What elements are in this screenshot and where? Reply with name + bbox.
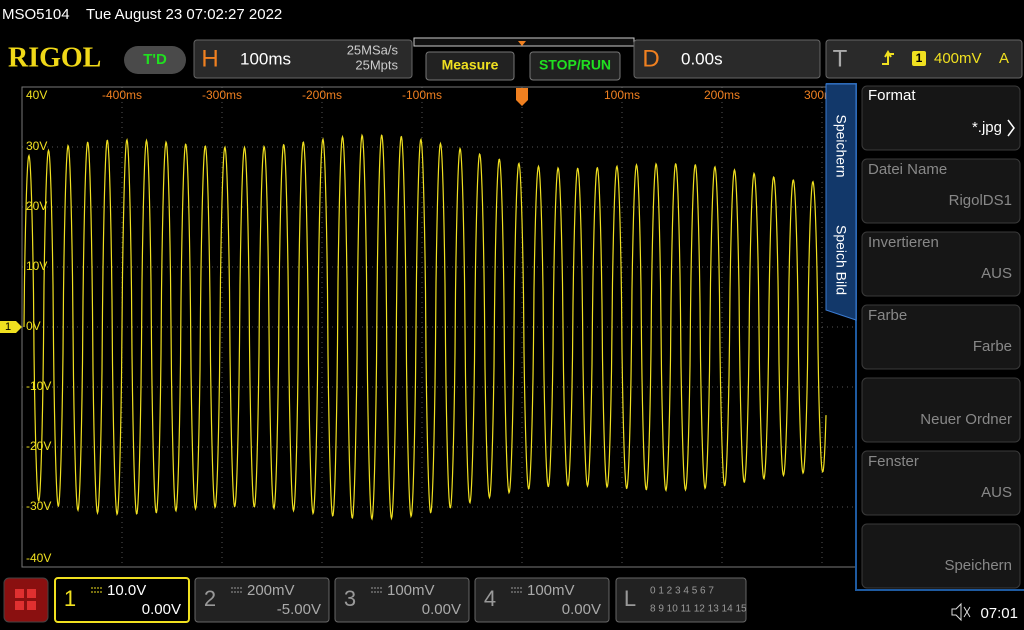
- trigger-level: 400mV: [934, 50, 982, 67]
- stop-run-button[interactable]: [529, 51, 621, 81]
- y-label: 10V: [26, 259, 47, 273]
- trigger-mode: A: [999, 50, 1009, 67]
- menu-tab[interactable]: Speichern: [833, 114, 849, 177]
- menu-value: Neuer Ordner: [920, 411, 1012, 428]
- channel-number: 2: [204, 586, 216, 611]
- dc-coupling-icon: [371, 587, 383, 593]
- menu-label: Fenster: [868, 453, 919, 470]
- y-label: -10V: [26, 379, 51, 393]
- d-label: D: [642, 45, 659, 72]
- memory-depth: 25Mpts: [355, 57, 398, 72]
- logo: RIGOL: [8, 42, 101, 73]
- x-label: 100ms: [604, 88, 640, 102]
- channel-box[interactable]: [194, 577, 330, 623]
- menu-item[interactable]: [861, 85, 1021, 151]
- channel-scale: 200mV: [247, 582, 295, 599]
- logic-row: 0 1 2 3 4 5 6 7: [650, 586, 714, 597]
- datetime: Tue August 23 07:02:27 2022: [86, 6, 282, 23]
- delay: 0.00s: [681, 49, 723, 68]
- h-label: H: [201, 45, 218, 72]
- menu-label: Invertieren: [868, 234, 939, 251]
- x-label: -100ms: [402, 88, 442, 102]
- menu-value: AUS: [981, 484, 1012, 501]
- menu-value: RigolDS1: [949, 192, 1012, 209]
- menu-value: *.jpg: [972, 119, 1002, 136]
- menu-item[interactable]: [861, 304, 1021, 370]
- horizontal-box[interactable]: [193, 39, 413, 79]
- channel-box[interactable]: [474, 577, 610, 623]
- mode-pill: [124, 46, 186, 74]
- measure-button[interactable]: [425, 51, 515, 81]
- channel-offset: -5.00V: [277, 601, 321, 618]
- channel-number: 1: [64, 586, 76, 611]
- trigger-source: 1: [916, 51, 923, 65]
- menu-item[interactable]: [861, 450, 1021, 516]
- timebase: 100ms: [240, 49, 291, 68]
- channel-marker-shape: [0, 321, 22, 333]
- menu-tabs: [825, 83, 857, 321]
- trigger-source-badge: [912, 51, 926, 66]
- dc-coupling-icon: [511, 587, 523, 593]
- channel-scale: 100mV: [527, 582, 575, 599]
- channel-offset: 0.00V: [562, 601, 601, 618]
- icon-square: [15, 601, 24, 610]
- trigger-edge-icon: [882, 50, 894, 65]
- x-label: -300ms: [202, 88, 242, 102]
- menu-tab[interactable]: Speich Bild: [833, 225, 849, 295]
- logic-box[interactable]: [615, 577, 747, 623]
- channel-marker: 1: [5, 321, 11, 333]
- home-button[interactable]: [3, 577, 49, 623]
- y-label: 30V: [26, 139, 47, 153]
- y-label: -40V: [26, 551, 51, 565]
- measure: Measure: [442, 57, 499, 73]
- channel-offset: 0.00V: [142, 601, 181, 618]
- x-label: -400ms: [102, 88, 142, 102]
- x-label: -200ms: [302, 88, 342, 102]
- menu-label: Datei Name: [868, 161, 947, 178]
- t-label: T: [833, 45, 848, 72]
- y-label: 40V: [26, 88, 47, 102]
- logic-row: 8 9 10 11 12 13 14 15: [650, 604, 747, 615]
- sample-rate: 25MSa/s: [347, 42, 399, 57]
- clock: 07:01: [980, 605, 1018, 622]
- channel-scale: 100mV: [387, 582, 435, 599]
- menu-value: Speichern: [944, 557, 1012, 574]
- channel-number: 3: [344, 586, 356, 611]
- dc-coupling-icon: [91, 587, 103, 593]
- stop-run: STOP/RUN: [539, 57, 611, 73]
- model: MSO5104: [2, 6, 70, 23]
- channel-box[interactable]: [54, 577, 190, 623]
- icon-square: [27, 601, 36, 610]
- y-label: 20V: [26, 199, 47, 213]
- dc-coupling-icon: [231, 587, 243, 593]
- menu-item[interactable]: [861, 523, 1021, 589]
- x-label: 200ms: [704, 88, 740, 102]
- trigger-position: [518, 41, 526, 46]
- icon-square: [27, 589, 36, 598]
- channel-number: 4: [484, 586, 496, 611]
- channel-box[interactable]: [334, 577, 470, 623]
- channel-offset: 0.00V: [422, 601, 461, 618]
- channel-scale: 10.0V: [107, 582, 146, 599]
- speaker-icon: [951, 602, 971, 622]
- menu-value: AUS: [981, 265, 1012, 282]
- waveform: [23, 133, 827, 521]
- menu-value: Farbe: [973, 338, 1012, 355]
- y-label: -30V: [26, 499, 51, 513]
- menu-item[interactable]: [861, 377, 1021, 443]
- menu-item[interactable]: [861, 231, 1021, 297]
- menu-item[interactable]: [861, 158, 1021, 224]
- home-icon: [15, 589, 36, 610]
- logic-label: L: [624, 586, 636, 611]
- menu-label: Format: [868, 87, 916, 104]
- mode: T'D: [143, 51, 167, 68]
- y-label: -20V: [26, 439, 51, 453]
- chevron: [1007, 119, 1015, 137]
- menu-label: Farbe: [868, 307, 907, 324]
- delay-box[interactable]: [633, 39, 821, 79]
- trigger-marker: [516, 88, 528, 106]
- icon-square: [15, 589, 24, 598]
